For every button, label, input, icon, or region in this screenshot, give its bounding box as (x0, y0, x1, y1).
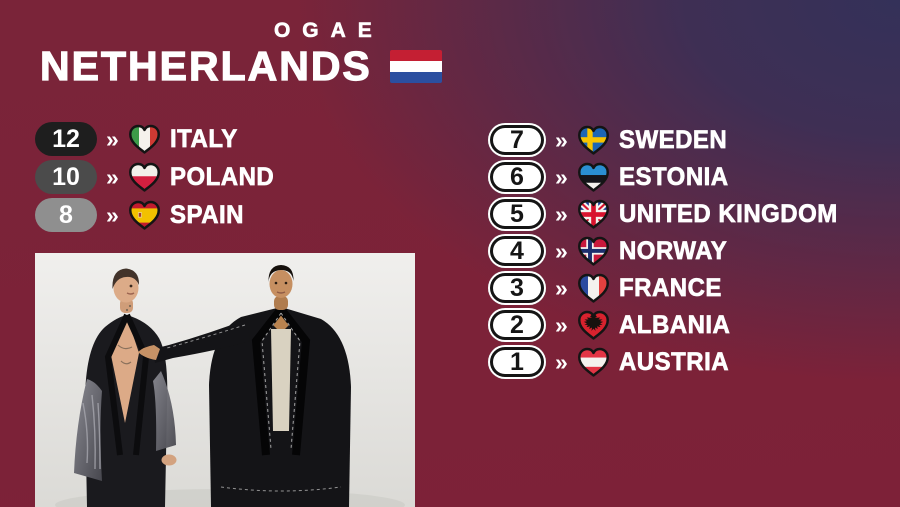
points-row-norway: 4 » NORWAY (488, 234, 847, 268)
points-pill: 10 (35, 160, 97, 194)
double-chevron-icon: » (555, 127, 568, 153)
country-name: SPAIN (169, 200, 244, 229)
points-pill: 8 (35, 198, 97, 232)
points-row-united-kingdom: 5 » UNITED KINGDOM (488, 197, 847, 231)
ogae-label: OGAE (273, 19, 384, 43)
country-name: UNITED KINGDOM (618, 199, 838, 228)
country-name: ALBANIA (618, 310, 731, 339)
points-list-right: 7 » SWEDEN 6 » ESTONIA 5 » UNITED KINGDOM 4 » NORWA… (488, 123, 847, 382)
albania-flag-heart-icon (577, 310, 609, 340)
poland-flag-heart-icon (128, 162, 160, 192)
right-artist-figure (138, 265, 351, 507)
points-row-france: 3 » FRANCE (488, 271, 847, 305)
header: OGAE NETHERLANDS (39, 19, 442, 90)
points-pill: 3 (488, 271, 546, 305)
uk-flag-heart-icon (577, 199, 609, 229)
points-row-poland: 10 » POLAND (35, 160, 278, 194)
estonia-flag-heart-icon (577, 162, 609, 192)
double-chevron-icon: » (555, 201, 568, 227)
points-pill: 12 (35, 122, 97, 156)
country-name: ESTONIA (618, 162, 729, 191)
double-chevron-icon: » (106, 126, 119, 152)
points-row-spain: 8 » SPAIN (35, 198, 278, 232)
country-name: POLAND (169, 162, 275, 191)
points-row-albania: 2 » ALBANIA (488, 308, 847, 342)
country-name: AUSTRIA (618, 347, 729, 376)
points-row-austria: 1 » AUSTRIA (488, 345, 847, 379)
points-row-estonia: 6 » ESTONIA (488, 160, 847, 194)
double-chevron-icon: » (106, 202, 119, 228)
left-artist-figure (74, 268, 177, 507)
double-chevron-icon: » (555, 349, 568, 375)
sweden-flag-heart-icon (577, 125, 609, 155)
points-pill: 5 (488, 197, 546, 231)
points-list-left: 12 » ITALY 10 » POLAND 8 » SPAIN (35, 122, 278, 236)
points-pill: 6 (488, 160, 546, 194)
flag-stripe-blue (389, 72, 442, 84)
double-chevron-icon: » (555, 238, 568, 264)
points-pill: 1 (488, 345, 546, 379)
spain-flag-heart-icon (128, 200, 160, 230)
country-name: NORWAY (618, 236, 728, 265)
austria-flag-heart-icon (577, 347, 609, 377)
france-flag-heart-icon (577, 273, 609, 303)
page-title: NETHERLANDS (39, 43, 372, 90)
double-chevron-icon: » (555, 312, 568, 338)
artist-photo (35, 253, 415, 507)
italy-flag-heart-icon (128, 124, 160, 154)
artist-photo-illustration (35, 253, 415, 507)
double-chevron-icon: » (555, 164, 568, 190)
double-chevron-icon: » (555, 275, 568, 301)
points-pill: 2 (488, 308, 546, 342)
double-chevron-icon: » (106, 164, 119, 190)
points-pill: 4 (488, 234, 546, 268)
country-name: ITALY (169, 124, 238, 153)
title-row: NETHERLANDS (39, 43, 442, 90)
points-row-sweden: 7 » SWEDEN (488, 123, 847, 157)
points-pill: 7 (488, 123, 546, 157)
flag-stripe-red (389, 50, 442, 62)
netherlands-flag-icon (389, 50, 442, 84)
country-name: SWEDEN (618, 125, 728, 154)
flag-stripe-white (389, 61, 442, 73)
points-row-italy: 12 » ITALY (35, 122, 278, 156)
country-name: FRANCE (618, 273, 722, 302)
norway-flag-heart-icon (577, 236, 609, 266)
